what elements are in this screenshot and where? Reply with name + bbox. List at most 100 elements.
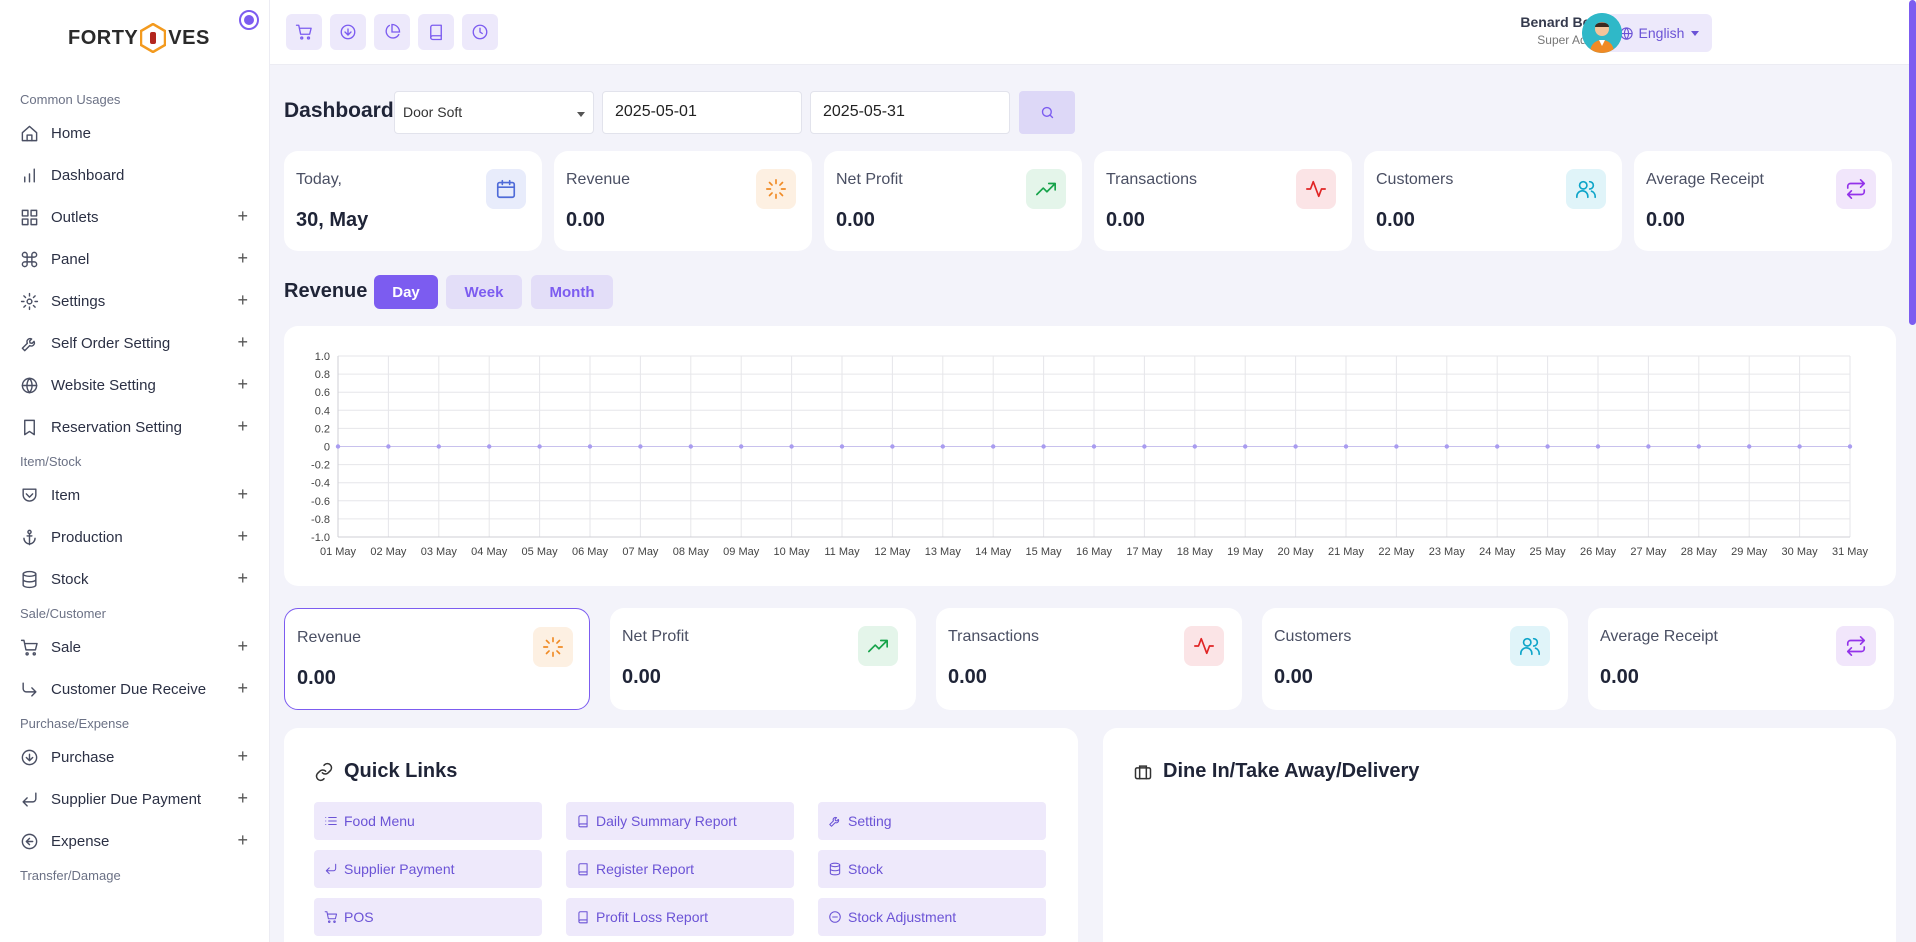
sidebar-item-settings[interactable]: Settings + — [0, 280, 269, 322]
quick-link-food-menu[interactable]: Food Menu — [314, 802, 542, 840]
y-tick-label: 0.6 — [315, 387, 330, 399]
stat-card-customers[interactable]: Customers 0.00 — [1364, 151, 1622, 251]
sidebar-section-title: Item/Stock — [20, 454, 82, 469]
stat-card-label: Revenue — [297, 629, 362, 646]
expand-plus-icon[interactable]: + — [237, 416, 248, 436]
sidebar-item-self-order-setting[interactable]: Self Order Setting + — [0, 322, 269, 364]
start-date-input[interactable]: 2025-05-01 — [602, 91, 802, 134]
expand-plus-icon[interactable]: + — [237, 788, 248, 808]
quick-link-stock[interactable]: Stock — [818, 850, 1046, 888]
expand-plus-icon[interactable]: + — [237, 374, 248, 394]
sidebar-item-label: Expense — [51, 832, 110, 850]
expand-plus-icon[interactable]: + — [237, 290, 248, 310]
pos-cart-button[interactable] — [286, 14, 322, 50]
logo[interactable]: FORTY VES — [68, 18, 210, 58]
stat-card-net-profit[interactable]: Net Profit 0.00 — [824, 151, 1082, 251]
x-tick-label: 14 May — [975, 546, 1012, 558]
stat-card-customers[interactable]: Customers 0.00 — [1262, 608, 1568, 710]
quick-link-setting[interactable]: Setting — [818, 802, 1046, 840]
sidebar-item-stock[interactable]: Stock + — [0, 558, 269, 600]
data-point — [537, 444, 542, 449]
quick-link-stock-adjustment[interactable]: Stock Adjustment — [818, 898, 1046, 936]
x-tick-label: 16 May — [1076, 546, 1113, 558]
tab-week[interactable]: Week — [446, 275, 522, 309]
stat-card-label: Net Profit — [836, 171, 903, 188]
sidebar-item-website-setting[interactable]: Website Setting + — [0, 364, 269, 406]
data-point — [386, 444, 391, 449]
stat-card-label: Average Receipt — [1600, 628, 1718, 645]
bar-chart-icon — [24, 167, 35, 183]
quick-link-daily-summary-report[interactable]: Daily Summary Report — [566, 802, 794, 840]
expand-plus-icon[interactable]: + — [237, 526, 248, 546]
expand-plus-icon[interactable]: + — [237, 568, 248, 588]
stat-card-revenue[interactable]: Revenue 0.00 — [284, 608, 590, 710]
expand-plus-icon[interactable]: + — [237, 248, 248, 268]
stat-card-today[interactable]: Today, 30, May — [284, 151, 542, 251]
data-point — [1495, 444, 1500, 449]
arrow-down-circle-icon — [340, 24, 356, 40]
sidebar-item-supplier-due-payment[interactable]: Supplier Due Payment + — [0, 778, 269, 820]
stat-card-transactions[interactable]: Transactions 0.00 — [1094, 151, 1352, 251]
sidebar-item-sale[interactable]: Sale + — [0, 626, 269, 668]
sidebar-item-purchase[interactable]: Purchase + — [0, 736, 269, 778]
stat-card-label: Revenue — [566, 171, 631, 188]
expand-plus-icon[interactable]: + — [237, 206, 248, 226]
attendance-clock-button[interactable] — [462, 14, 498, 50]
end-date-input[interactable]: 2025-05-31 — [810, 91, 1010, 134]
quick-link-pos[interactable]: POS — [314, 898, 542, 936]
users-icon — [1576, 180, 1596, 199]
sidebar-item-reservation-setting[interactable]: Reservation Setting + — [0, 406, 269, 448]
expand-plus-icon[interactable]: + — [237, 484, 248, 504]
trending-up-icon — [868, 639, 888, 653]
expand-plus-icon[interactable]: + — [237, 746, 248, 766]
bookmark-icon — [24, 419, 35, 435]
register-book-button[interactable] — [418, 14, 454, 50]
sidebar-item-label: Supplier Due Payment — [51, 790, 202, 808]
purchase-button[interactable] — [330, 14, 366, 50]
sidebar-item-expense[interactable]: Expense + — [0, 820, 269, 862]
revenue-chart: 1.0 0.8 0.6 0.4 0.2 0 -0.2 -0.4 -0.6 -0.8 -1.0 01 M… — [311, 351, 1869, 558]
sidebar-toggle-button[interactable] — [239, 10, 259, 30]
expand-plus-icon[interactable]: + — [237, 636, 248, 656]
sidebar-item-label: Self Order Setting — [51, 334, 171, 352]
search-button[interactable] — [1019, 91, 1075, 134]
repeat-icon — [1846, 636, 1866, 656]
sidebar-item-customer-due-receive[interactable]: Customer Due Receive + — [0, 668, 269, 710]
x-tick-label: 25 May — [1530, 546, 1567, 558]
avatar[interactable] — [1582, 13, 1622, 53]
stat-card-average-receipt[interactable]: Average Receipt 0.00 — [1588, 608, 1894, 710]
book-icon — [578, 911, 588, 924]
sidebar-item-home[interactable]: Home — [0, 112, 269, 154]
sidebar-item-production[interactable]: Production + — [0, 516, 269, 558]
tab-day[interactable]: Day — [374, 275, 438, 309]
sidebar-item-outlets[interactable]: Outlets + — [0, 196, 269, 238]
chevron-down-icon — [1691, 30, 1700, 36]
sidebar-item-label: Dashboard — [51, 166, 125, 184]
expand-plus-icon[interactable]: + — [237, 830, 248, 850]
sidebar-item-panel[interactable]: Panel + — [0, 238, 269, 280]
quick-link-register-report[interactable]: Register Report — [566, 850, 794, 888]
stat-card-average-receipt[interactable]: Average Receipt 0.00 — [1634, 151, 1892, 251]
sidebar-section-title: Sale/Customer — [20, 606, 106, 621]
stat-card-label: Transactions — [948, 628, 1039, 645]
stat-card-transactions[interactable]: Transactions 0.00 — [936, 608, 1242, 710]
page-scrollbar[interactable] — [1909, 0, 1916, 325]
expand-plus-icon[interactable]: + — [237, 678, 248, 698]
outlet-select[interactable]: Door Soft — [394, 91, 594, 134]
list-icon — [325, 816, 337, 826]
quick-link-profit-loss-report[interactable]: Profit Loss Report — [566, 898, 794, 936]
x-tick-label: 26 May — [1580, 546, 1617, 558]
quick-link-supplier-payment[interactable]: Supplier Payment — [314, 850, 542, 888]
x-tick-label: 22 May — [1378, 546, 1415, 558]
reports-button[interactable] — [374, 14, 410, 50]
tab-month[interactable]: Month — [531, 275, 613, 309]
stat-card-net-profit[interactable]: Net Profit 0.00 — [610, 608, 916, 710]
sidebar-item-item[interactable]: Item + — [0, 474, 269, 516]
x-tick-label: 01 May — [320, 546, 357, 558]
stat-card-value: 0.00 — [836, 209, 875, 231]
expand-plus-icon[interactable]: + — [237, 332, 248, 352]
sidebar-item-dashboard[interactable]: Dashboard — [0, 154, 269, 196]
language-dropdown[interactable]: English — [1606, 14, 1712, 52]
stat-card-revenue[interactable]: Revenue 0.00 — [554, 151, 812, 251]
dine-in-title: Dine In/Take Away/Delivery — [1133, 760, 1419, 783]
